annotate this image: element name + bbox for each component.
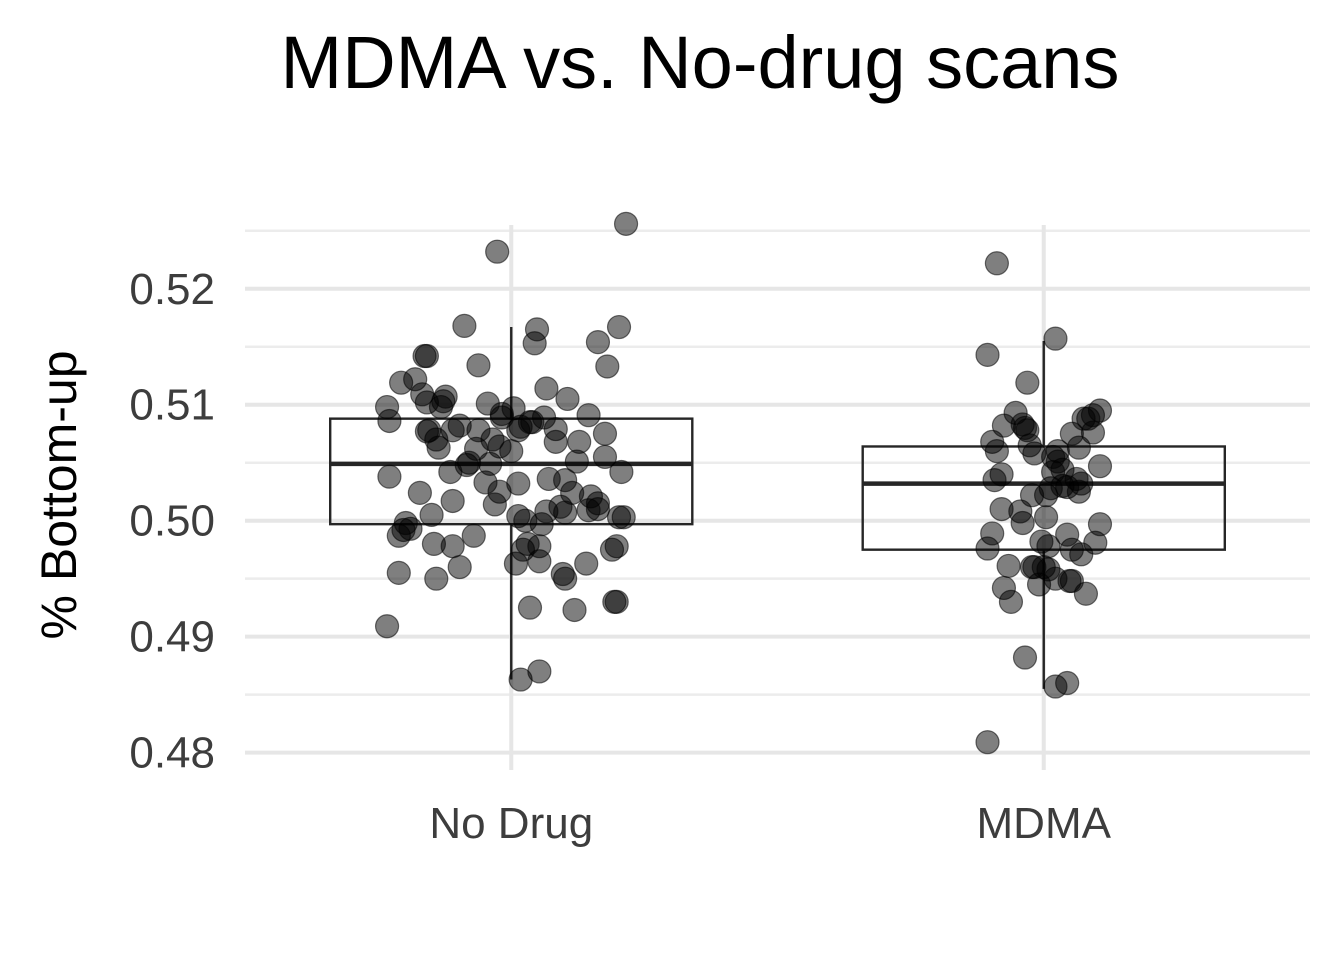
data-point [1019,483,1045,508]
data-point [1015,370,1040,395]
data-point [980,521,1005,546]
x-tick-label: No Drug [429,799,593,848]
axes: 0.48 0.49 0.50 0.51 0.52 No Drug MDMA [129,265,1111,848]
data-point [996,553,1021,579]
data-point [1055,670,1080,696]
data-point [485,239,510,264]
data-point [517,595,543,620]
y-tick-label: 0.50 [129,497,215,546]
data-point [377,464,402,489]
data-point [975,730,1000,755]
data-point [1036,534,1061,559]
data-point [499,439,524,464]
data-point [553,468,578,493]
data-point [585,491,611,516]
data-point [480,427,505,452]
data-point [386,560,411,585]
grid-lines [245,225,1310,770]
data-point [576,403,601,428]
y-tick-label: 0.49 [129,613,215,662]
data-point [482,492,507,517]
data-point [592,421,618,446]
boxplots [329,327,1227,689]
data-point [1066,435,1091,460]
data-point [613,211,639,236]
data-point [604,534,629,559]
data-point [595,354,620,379]
data-point [1012,645,1038,670]
data-point [1066,479,1091,504]
data-point [562,597,587,623]
data-point [456,450,482,475]
data-point [386,523,411,548]
data-point [421,531,447,556]
data-point [553,566,578,591]
data-point [506,471,531,496]
data-point [374,614,400,639]
y-tick-label: 0.51 [129,381,215,430]
data-point [419,502,444,527]
data-point [1055,522,1080,547]
data-point [984,251,1009,276]
data-point [461,523,486,548]
data-point [424,566,449,591]
data-point [524,317,550,342]
data-point [567,429,592,454]
y-tick-label: 0.52 [129,265,215,314]
data-point [510,537,536,562]
data-point [407,480,432,505]
data-point [609,459,634,485]
data-point [585,330,611,355]
data-point [414,343,440,369]
data-point [440,418,465,443]
data-point [602,589,627,614]
y-axis-title: % Bottom-up [31,350,87,639]
data-point [377,408,402,434]
data-point [440,488,465,514]
y-tick-label: 0.48 [129,729,215,778]
data-point [989,496,1014,522]
data-point [574,551,599,576]
x-tick-label: MDMA [977,799,1112,848]
data-point [466,353,491,378]
data-point [975,342,1000,367]
data-point [508,414,533,439]
data-point [1080,420,1106,445]
data-point [1003,400,1028,425]
data-point [1022,554,1047,580]
data-point [982,468,1007,493]
data-point [980,429,1005,454]
data-point [998,589,1024,614]
data-point [606,314,632,340]
data-point [1033,505,1059,530]
data-point [414,419,440,444]
data-point [431,389,456,414]
data-point [447,554,472,580]
data-point [534,376,559,401]
data-point [1073,581,1099,606]
data-point [527,549,552,574]
data-point [1057,568,1082,594]
data-point [452,313,477,338]
data-point [555,386,580,412]
data-point [1010,510,1035,536]
data-point [1087,512,1113,537]
data-point [1043,326,1068,351]
data-point [534,499,559,524]
data-point [543,416,568,442]
data-point [611,505,636,530]
data-point [1045,449,1070,474]
data-point [506,503,531,529]
data-point [403,367,428,392]
jitter-points [374,211,1113,755]
data-point [1015,418,1040,443]
data-point [527,659,552,684]
data-point [1087,454,1113,479]
chart-title: MDMA vs. No-drug scans [281,21,1120,104]
